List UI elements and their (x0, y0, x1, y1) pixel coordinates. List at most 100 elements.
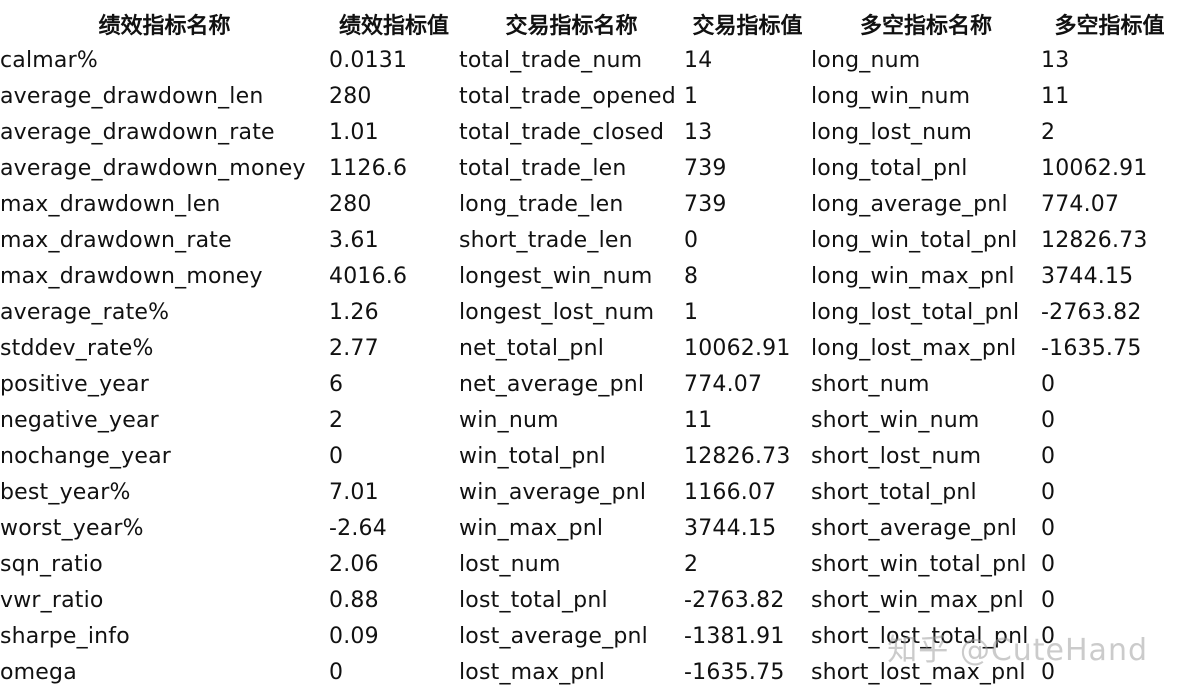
cell-trade-name: short_trade_len (459, 227, 633, 253)
cell-longshort-name: long_win_total_pnl (811, 227, 1018, 253)
cell-longshort-value: 13 (1041, 47, 1070, 73)
cell-trade-value: 0 (684, 227, 699, 253)
cell-trade-name: win_total_pnl (459, 443, 606, 469)
cell-longshort-value: 0 (1041, 659, 1056, 685)
cell-longshort-value: 0 (1041, 623, 1056, 649)
cell-performance-name: average_drawdown_len (0, 83, 264, 109)
cell-trade-value: 1 (684, 299, 699, 325)
cell-longshort-name: long_total_pnl (811, 155, 968, 181)
cell-performance-value: 4016.6 (329, 263, 408, 289)
cell-trade-value: 11 (684, 407, 713, 433)
table-row: sharpe_info 0.09 lost_average_pnl -1381.91 s… (0, 618, 1178, 654)
cell-trade-name: win_num (459, 407, 559, 433)
table-row: max_drawdown_rate 3.61 short_trade_len 0 lon… (0, 222, 1178, 258)
cell-performance-name: sharpe_info (0, 623, 130, 649)
cell-performance-name: nochange_year (0, 443, 172, 469)
cell-longshort-value: -1635.75 (1041, 335, 1142, 361)
cell-performance-value: 0.09 (329, 623, 379, 649)
table-row: average_rate% 1.26 longest_lost_num 1 long_l… (0, 294, 1178, 330)
cell-longshort-value: 0 (1041, 551, 1056, 577)
cell-longshort-name: short_win_num (811, 407, 980, 433)
table-row: average_drawdown_len 280 total_trade_opene… (0, 78, 1178, 114)
cell-performance-name: worst_year% (0, 515, 144, 541)
cell-trade-name: total_trade_len (459, 155, 627, 181)
cell-trade-name: longest_lost_num (459, 299, 655, 325)
cell-trade-name: lost_max_pnl (459, 659, 606, 685)
header-performance-name: 绩效指标名称 (98, 14, 231, 39)
cell-longshort-value: 2 (1041, 119, 1056, 145)
cell-trade-name: win_max_pnl (459, 515, 604, 541)
cell-trade-value: 12826.73 (684, 443, 791, 469)
cell-trade-value: 774.07 (684, 371, 763, 397)
cell-longshort-name: short_win_total_pnl (811, 551, 1027, 577)
cell-longshort-value: 0 (1041, 515, 1056, 541)
table-row: best_year% 7.01 win_average_pnl 1166.07 shor… (0, 474, 1178, 510)
cell-trade-name: total_trade_num (459, 47, 643, 73)
cell-trade-name: net_average_pnl (459, 371, 645, 397)
cell-trade-value: -1635.75 (684, 659, 785, 685)
cell-longshort-value: 12826.73 (1041, 227, 1148, 253)
cell-performance-value: 0 (329, 443, 344, 469)
cell-trade-name: total_trade_closed (459, 119, 665, 145)
cell-trade-name: lost_average_pnl (459, 623, 648, 649)
table-body: calmar% 0.0131 total_trade_num 14 long_num 13… (0, 42, 1178, 690)
table-row: calmar% 0.0131 total_trade_num 14 long_num 13 (0, 42, 1178, 78)
cell-trade-value: 13 (684, 119, 713, 145)
cell-longshort-value: 0 (1041, 371, 1056, 397)
cell-trade-value: 14 (684, 47, 713, 73)
table-row: max_drawdown_money 4016.6 longest_win_num 8… (0, 258, 1178, 294)
cell-performance-value: 0.88 (329, 587, 379, 613)
cell-trade-value: 2 (684, 551, 699, 577)
cell-trade-name: win_average_pnl (459, 479, 647, 505)
cell-longshort-value: 11 (1041, 83, 1070, 109)
cell-performance-name: average_rate% (0, 299, 170, 325)
cell-longshort-name: short_win_max_pnl (811, 587, 1024, 613)
cell-performance-name: stddev_rate% (0, 335, 154, 361)
cell-trade-name: total_trade_opened (459, 83, 676, 109)
cell-performance-name: vwr_ratio (0, 587, 104, 613)
table-row: max_drawdown_len 280 long_trade_len 739 long… (0, 186, 1178, 222)
cell-longshort-value: 10062.91 (1041, 155, 1148, 181)
cell-performance-value: 1126.6 (329, 155, 408, 181)
cell-performance-value: 7.01 (329, 479, 379, 505)
table-row: negative_year 2 win_num 11 short_win_num 0 (0, 402, 1178, 438)
cell-trade-value: -2763.82 (684, 587, 785, 613)
cell-longshort-name: short_lost_total_pnl (811, 623, 1029, 649)
cell-trade-name: longest_win_num (459, 263, 653, 289)
table-row: average_drawdown_rate 1.01 total_trade_clo… (0, 114, 1178, 150)
cell-trade-value: 3744.15 (684, 515, 777, 541)
table-row: omega 0 lost_max_pnl -1635.75 short_lost_max… (0, 654, 1178, 690)
table-row: sqn_ratio 2.06 lost_num 2 short_win_total_pn… (0, 546, 1178, 582)
table-row: vwr_ratio 0.88 lost_total_pnl -2763.82 short… (0, 582, 1178, 618)
cell-performance-value: 6 (329, 371, 344, 397)
cell-trade-value: 1166.07 (684, 479, 777, 505)
cell-trade-value: 10062.91 (684, 335, 791, 361)
header-trade-value: 交易指标值 (692, 14, 803, 39)
table-row: nochange_year 0 win_total_pnl 12826.73 short… (0, 438, 1178, 474)
table-row: positive_year 6 net_average_pnl 774.07 short… (0, 366, 1178, 402)
metrics-table: 绩效指标名称 绩效指标值 交易指标名称 交易指标值 多空指标名称 多空指标值 c… (0, 6, 1178, 690)
cell-longshort-value: 0 (1041, 587, 1056, 613)
cell-performance-value: 0.0131 (329, 47, 408, 73)
cell-performance-value: 280 (329, 191, 372, 217)
cell-performance-value: 1.26 (329, 299, 379, 325)
cell-trade-name: lost_total_pnl (459, 587, 608, 613)
cell-performance-name: max_drawdown_rate (0, 227, 232, 253)
cell-performance-value: 2 (329, 407, 344, 433)
cell-longshort-value: 0 (1041, 407, 1056, 433)
cell-longshort-value: -2763.82 (1041, 299, 1142, 325)
cell-performance-name: sqn_ratio (0, 551, 103, 577)
cell-longshort-name: long_average_pnl (811, 191, 1008, 217)
cell-trade-value: 739 (684, 155, 727, 181)
cell-performance-name: calmar% (0, 47, 98, 73)
cell-longshort-name: long_lost_total_pnl (811, 299, 1020, 325)
cell-performance-name: average_drawdown_rate (0, 119, 275, 145)
cell-trade-value: 1 (684, 83, 699, 109)
cell-performance-name: average_drawdown_money (0, 155, 306, 181)
cell-trade-name: long_trade_len (459, 191, 624, 217)
cell-performance-name: max_drawdown_len (0, 191, 221, 217)
table-row: stddev_rate% 2.77 net_total_pnl 10062.91 lon… (0, 330, 1178, 366)
cell-longshort-name: short_lost_num (811, 443, 982, 469)
cell-performance-name: negative_year (0, 407, 159, 433)
cell-longshort-value: 0 (1041, 479, 1056, 505)
